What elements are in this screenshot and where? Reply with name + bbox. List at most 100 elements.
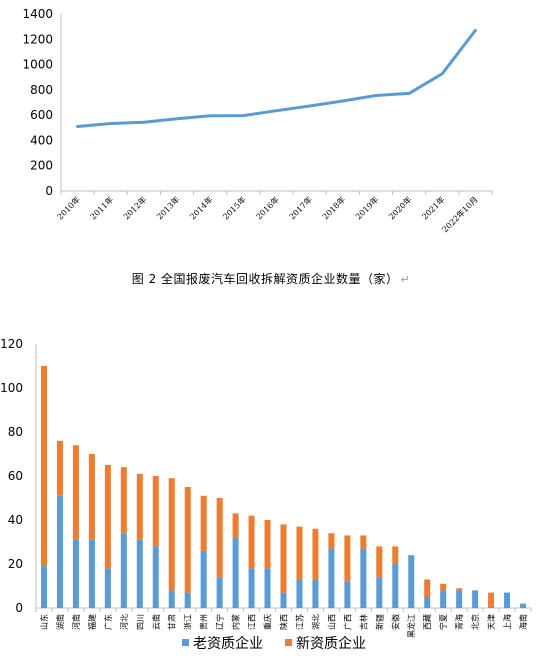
x-tick-label: 山西 [326,614,336,630]
x-tick-label: 河南 [71,614,81,630]
x-tick-label: 宁夏 [438,614,448,630]
stacked-bar-chart: 0 20 40 60 80 100 120 山东 湖南 河南 福建 广东 河北 四川 云南 甘肃 浙江 贵州 辽宁内… [0,337,532,652]
legend-item-new-swatch [285,639,292,646]
x-tick-label: 新疆 [374,614,384,630]
data-point [175,117,179,121]
y-tick-label: 1200 [22,32,53,46]
bar-old-15 [264,568,271,608]
figure-caption: 图 2 全国报废汽车回收拆解资质企业数量（家） ↵ [0,270,542,287]
y-tick-label: 1400 [22,7,53,21]
y-tick-label: 800 [30,83,53,97]
bar-new-5 [104,465,111,569]
data-point [142,120,146,124]
bar-old-17 [296,579,303,608]
bar-new-15 [264,520,271,569]
x-tick-label: 2016年 [254,194,281,221]
bar-new-8 [152,476,159,547]
x-tick-label: 贵州 [199,614,209,630]
bar-new-20 [344,535,351,582]
bar-new-22 [376,546,383,578]
bar-new-18 [312,528,319,580]
bar-old-18 [312,579,319,608]
data-point [374,94,378,97]
bar-old-12 [216,577,223,608]
x-tick-label: 云南 [151,614,161,630]
data-point [241,114,245,118]
bar-old-24 [408,555,415,608]
x-tick-label: 湖北 [311,614,320,630]
x-tick-label: 江西 [248,614,257,630]
bar-new-4 [88,454,95,540]
x-tick-label: 海南 [518,614,528,630]
bar-new-19 [328,533,335,549]
x-tick-label: 浙江 [183,614,193,630]
x-tick-label: 广东 [103,614,113,630]
x-tick-label: 西藏 [422,614,432,630]
x-tick-label: 2014年 [187,194,214,221]
bar-old-30 [504,592,511,608]
bar-new-16 [280,524,287,593]
bar-old-5 [104,568,111,608]
bar-new-11 [200,495,207,551]
bar-new-1 [40,366,47,567]
x-tick-label: 河北 [119,614,129,630]
bar-old-31 [520,603,527,608]
x-tick-label: 2020年 [386,194,413,221]
x-tick-label: 黑龙江 [406,614,416,638]
bar-new-29 [488,592,495,608]
y-tick-label: 400 [30,133,53,147]
bar-new-13 [232,513,239,538]
bar-old-3 [72,539,79,608]
data-point [76,125,79,128]
bar-old-2 [56,495,63,608]
bar-new-3 [72,445,79,540]
y-tick-label: 600 [30,108,53,122]
bar-new-9 [168,478,175,591]
bar-new-23 [392,546,399,564]
y-tick-label: 0 [45,184,53,198]
x-tick-label: 2022年10月 [440,194,480,234]
bar-old-4 [88,539,95,608]
caption-text: 图 2 全国报废汽车回收拆解资质企业数量（家） [131,272,399,286]
y-tick-label: 20 [8,557,23,571]
return-mark-icon: ↵ [400,273,411,286]
x-tick-label: 安徽 [390,614,400,630]
x-tick-label: 四川 [136,614,145,630]
x-tick-label: 甘肃 [167,614,177,630]
x-tick-label: 2021年 [420,194,447,221]
x-tick-label: 2012年 [121,194,148,221]
line-chart: 0 200 400 600 800 1000 1200 1400 2010年 2011年 2012年… [22,7,493,234]
x-tick-label: 天津 [486,614,496,630]
data-point [407,91,411,95]
y-tick-label: 100 [0,381,23,395]
bar-old-8 [152,546,159,608]
bar-new-14 [248,515,255,569]
bar-old-11 [200,550,207,608]
x-tick-label: 辽宁 [215,614,225,630]
y-tick-label: 60 [8,469,23,483]
bar-old-9 [168,590,175,608]
bar-old-23 [392,564,399,608]
bar-old-10 [184,592,191,608]
bar-old-22 [376,577,383,608]
legend-item-old-label: 老资质企业 [193,635,263,652]
bar-new-21 [360,535,367,549]
bar-old-27 [456,590,463,608]
legend-item-new-label: 新资质企业 [296,635,366,652]
x-tick-label: 2013年 [154,194,181,221]
x-tick-label: 江苏 [294,614,304,630]
x-tick-label: 2015年 [221,194,248,221]
bar-old-20 [344,581,351,608]
legend-item-old-swatch [182,639,189,646]
x-tick-label: 湖南 [55,614,65,630]
x-tick-label: 山东 [39,614,49,630]
x-tick-label: 2018年 [320,194,347,221]
x-tick-label: 福建 [87,614,97,630]
bar-old-21 [360,548,367,608]
x-tick-label: 北京 [470,614,480,630]
bar-new-10 [184,487,191,593]
bar-old-26 [440,590,447,608]
bar-new-27 [456,588,463,591]
data-point [208,114,212,118]
data-point [109,122,113,125]
